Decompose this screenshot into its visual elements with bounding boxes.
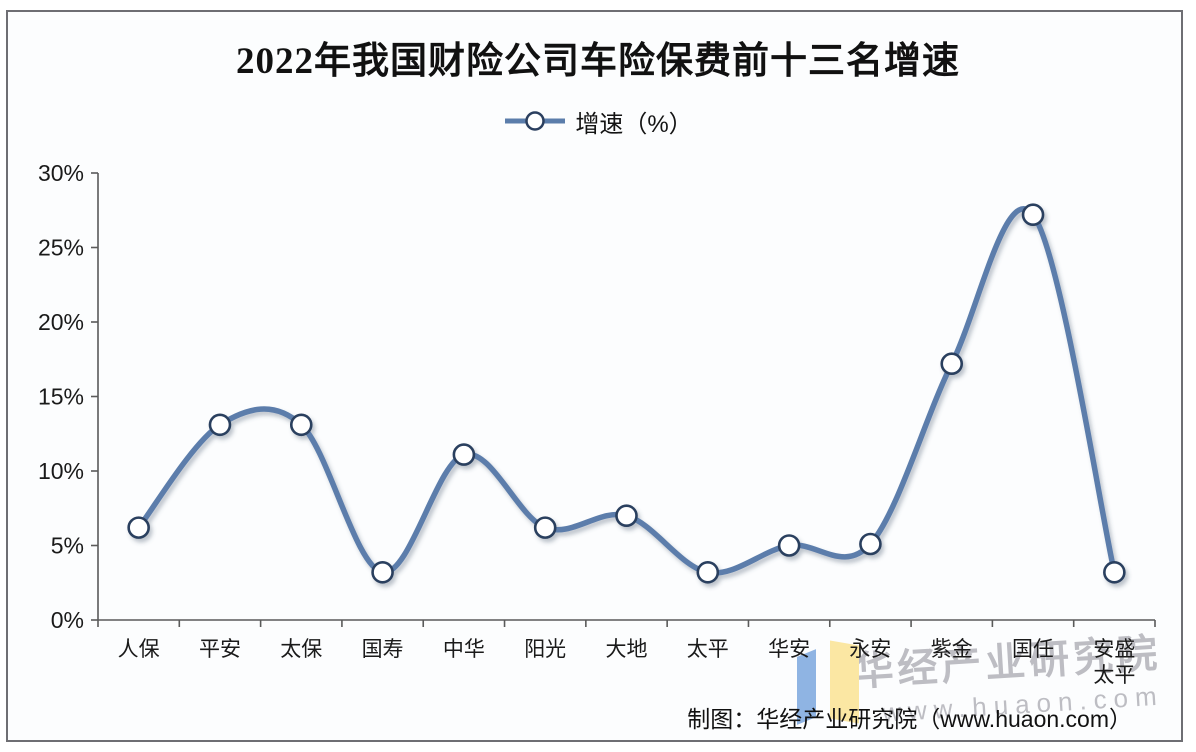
data-point-marker [371,561,394,584]
data-point-marker [615,504,638,528]
data-point-marker [696,561,720,584]
x-axis-label: 紫金 [931,638,973,661]
x-axis-label: 太平 [687,638,729,661]
x-axis-label: 国任 [1012,638,1054,661]
x-axis-label: 平安 [199,638,241,661]
data-point-marker [859,532,882,556]
data-point-marker [1103,561,1126,584]
chart-title: 2022年我国财险公司车险保费前十三名增速 [236,41,960,82]
data-point-marker [777,534,801,557]
legend-label: 增速（%） [575,110,693,138]
series-line [135,206,1118,576]
x-axis-label: 国寿 [362,638,404,661]
data-point-marker [533,516,557,539]
data-point-marker [452,443,476,466]
x-axis-label: 华安 [768,638,810,661]
x-axis-label: 人保 [118,638,160,661]
y-axis-label: 15% [38,384,84,410]
data-point-marker [289,413,313,437]
data-point-marker [127,516,150,539]
x-axis-label: 大地 [606,638,648,661]
x-axis-label: 安盛太平 [1093,638,1135,687]
x-axis-label: 永安 [849,638,891,661]
y-axis-label: 30% [38,160,84,186]
series-growth-rate [127,203,1126,584]
y-axis-label: 20% [38,309,84,335]
y-axis-label: 0% [51,607,84,633]
data-point-marker [1021,203,1045,227]
x-axis-label: 太保 [280,638,322,661]
y-axis-label: 10% [38,458,84,484]
legend: 增速（%） [0,104,1196,138]
attribution: 制图：华经产业研究院（www.huaon.com） [687,706,1132,732]
y-axis-label: 25% [38,235,84,261]
x-axis-label: 阳光 [524,638,566,661]
y-axis-label: 5% [51,533,84,559]
data-point-marker [940,352,964,376]
x-axis-label: 中华 [443,638,485,661]
data-point-marker [208,413,232,437]
legend-line-marker-icon [505,111,566,131]
